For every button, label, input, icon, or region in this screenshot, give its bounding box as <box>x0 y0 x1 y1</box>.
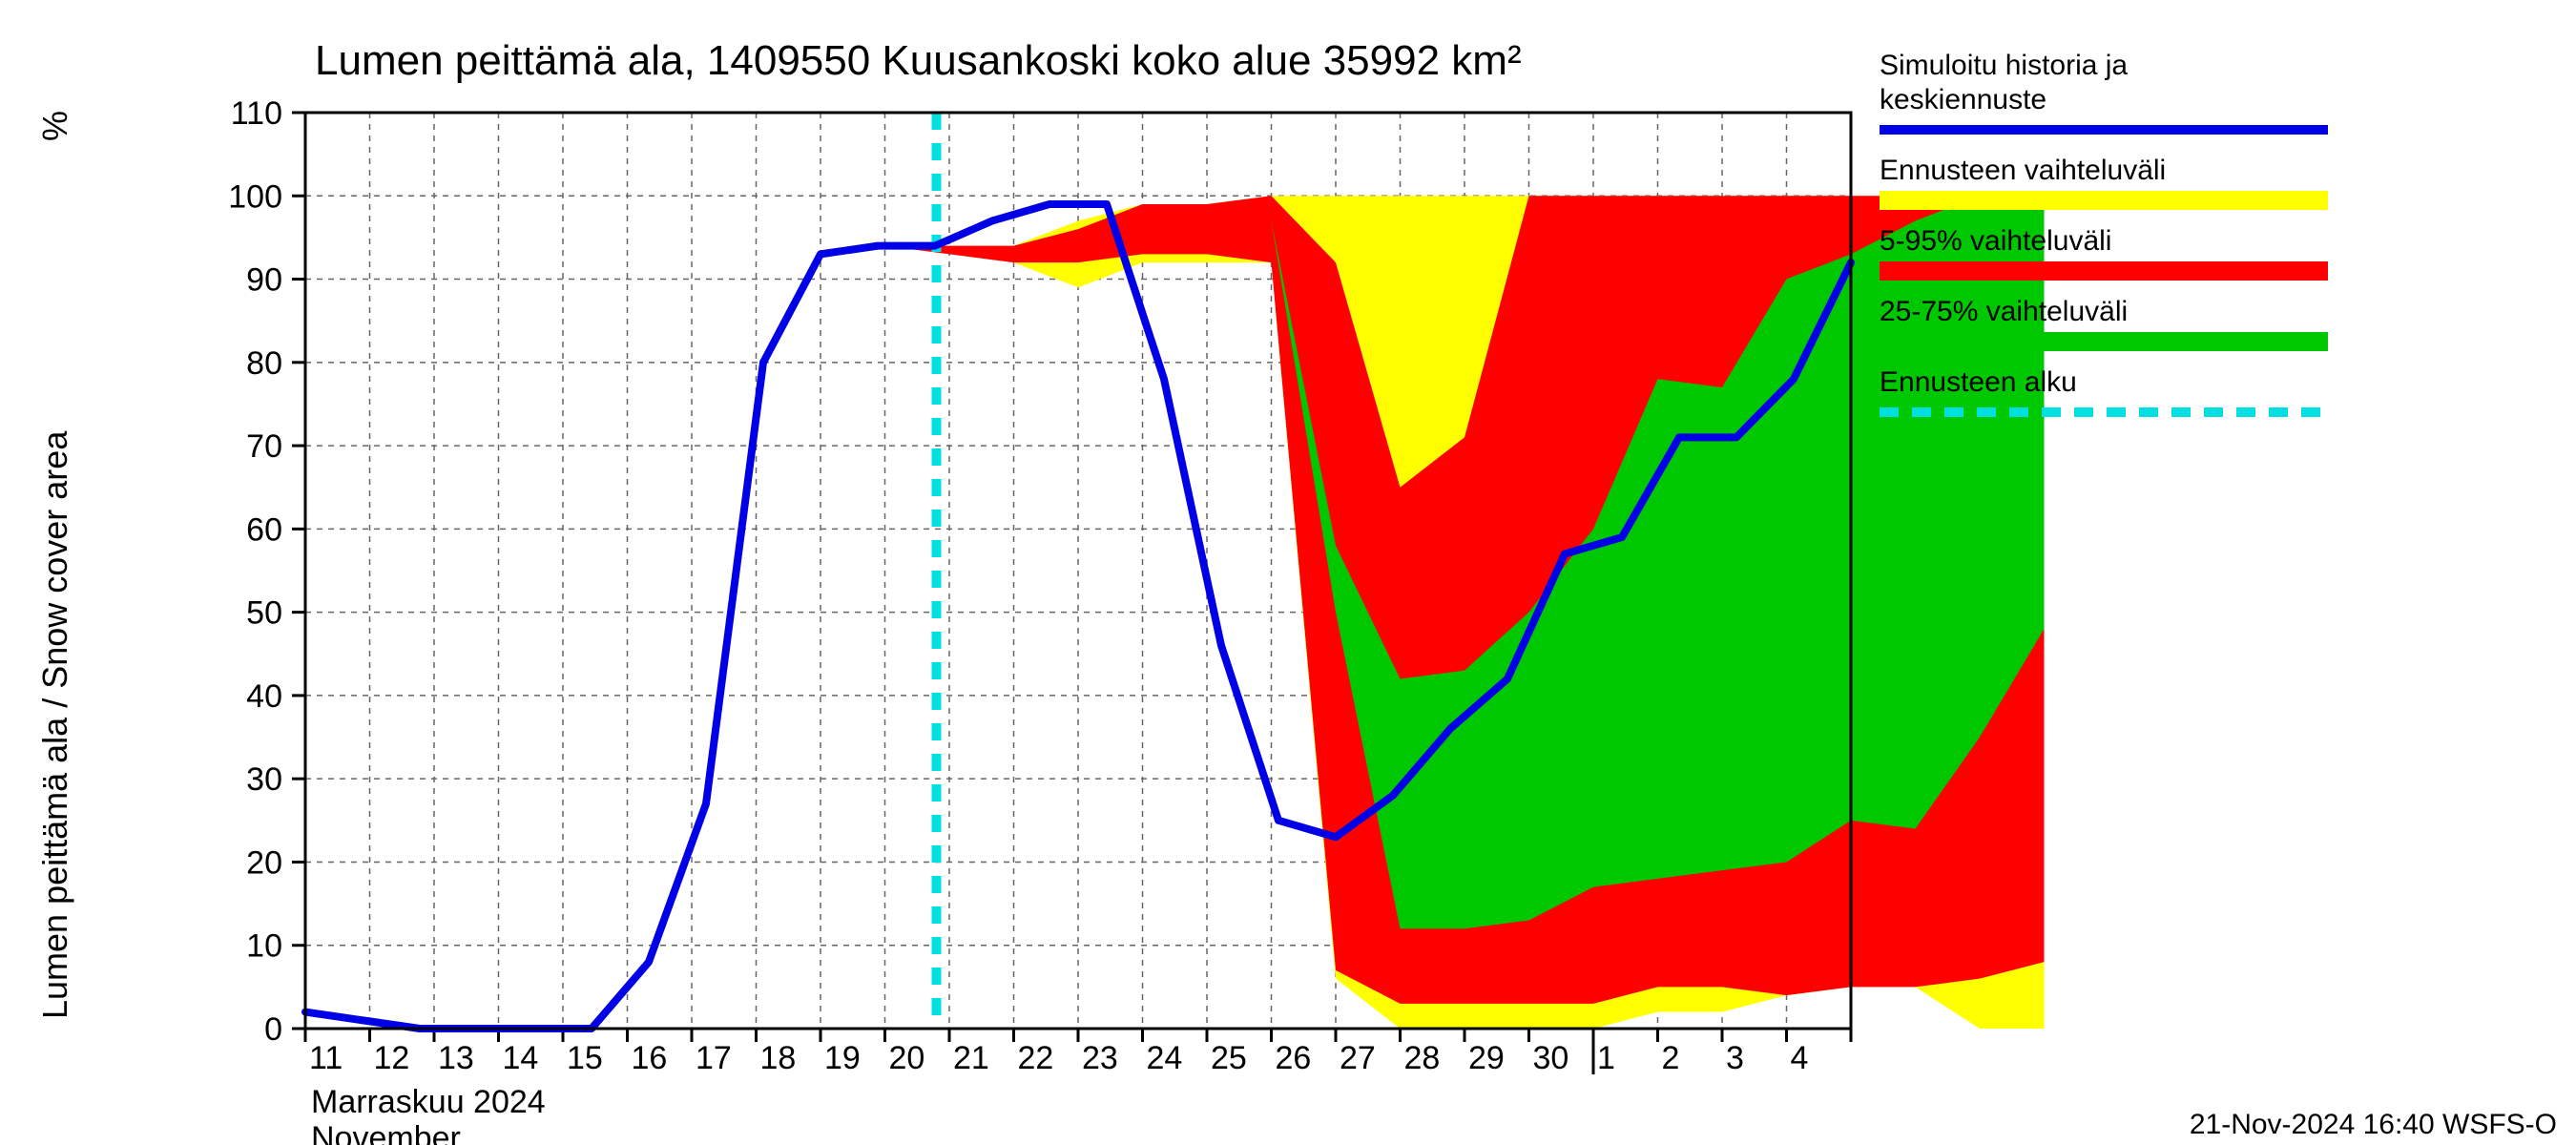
y-tick-label: 10 <box>246 928 282 965</box>
x-tick-label: 30 <box>1533 1040 1569 1076</box>
y-tick-label: 50 <box>246 595 282 632</box>
y-tick-label: 90 <box>246 262 282 299</box>
x-tick-label: 16 <box>632 1040 668 1076</box>
legend-label: 25-75% vaihteluväli <box>1880 296 2128 327</box>
x-tick-label: 29 <box>1468 1040 1505 1076</box>
y-axis-unit: % <box>35 111 74 141</box>
y-axis-label: Lumen peittämä ala / Snow cover area <box>35 430 74 1019</box>
legend-swatch <box>1880 332 2328 351</box>
month-label-en: November <box>311 1120 461 1145</box>
x-tick-label: 18 <box>760 1040 797 1076</box>
x-tick-label: 20 <box>889 1040 925 1076</box>
y-tick-label: 80 <box>246 345 282 382</box>
footer-timestamp: 21-Nov-2024 16:40 WSFS-O <box>2190 1109 2557 1140</box>
month-label-fi: Marraskuu 2024 <box>311 1084 546 1120</box>
x-tick-label: 27 <box>1340 1040 1376 1076</box>
legend-label: Simuloitu historia ja <box>1880 50 2128 81</box>
x-tick-label: 1 <box>1597 1040 1615 1076</box>
x-tick-label: 21 <box>953 1040 989 1076</box>
legend-swatch <box>1880 191 2328 210</box>
x-tick-label: 25 <box>1211 1040 1247 1076</box>
y-tick-label: 0 <box>264 1011 282 1048</box>
legend-swatch <box>1880 261 2328 281</box>
x-tick-label: 23 <box>1082 1040 1118 1076</box>
chart-container: 0102030405060708090100110111213141516171… <box>0 0 2576 1145</box>
legend-label: 5-95% vaihteluväli <box>1880 225 2111 257</box>
y-tick-label: 110 <box>231 95 282 132</box>
y-tick-label: 30 <box>246 761 282 798</box>
x-tick-label: 3 <box>1726 1040 1744 1076</box>
chart-title: Lumen peittämä ala, 1409550 Kuusankoski … <box>315 37 1522 84</box>
y-tick-label: 70 <box>246 428 282 465</box>
x-tick-label: 12 <box>374 1040 410 1076</box>
y-tick-label: 40 <box>246 678 282 715</box>
x-tick-label: 17 <box>696 1040 732 1076</box>
x-tick-label: 28 <box>1404 1040 1441 1076</box>
y-tick-label: 60 <box>246 511 282 548</box>
y-tick-label: 100 <box>228 178 282 215</box>
x-tick-label: 4 <box>1791 1040 1809 1076</box>
chart-svg: 0102030405060708090100110111213141516171… <box>0 0 2576 1145</box>
x-tick-label: 15 <box>567 1040 603 1076</box>
legend-label: keskiennuste <box>1880 84 2046 115</box>
x-tick-label: 24 <box>1147 1040 1183 1076</box>
x-tick-label: 14 <box>503 1040 539 1076</box>
x-tick-label: 13 <box>438 1040 474 1076</box>
y-tick-label: 20 <box>246 844 282 881</box>
legend-label: Ennusteen vaihteluväli <box>1880 155 2166 186</box>
x-tick-label: 26 <box>1276 1040 1312 1076</box>
x-tick-label: 19 <box>824 1040 861 1076</box>
x-tick-label: 2 <box>1662 1040 1680 1076</box>
x-tick-label: 22 <box>1018 1040 1054 1076</box>
x-tick-label: 11 <box>309 1040 343 1076</box>
legend-label: Ennusteen alku <box>1880 366 2077 398</box>
